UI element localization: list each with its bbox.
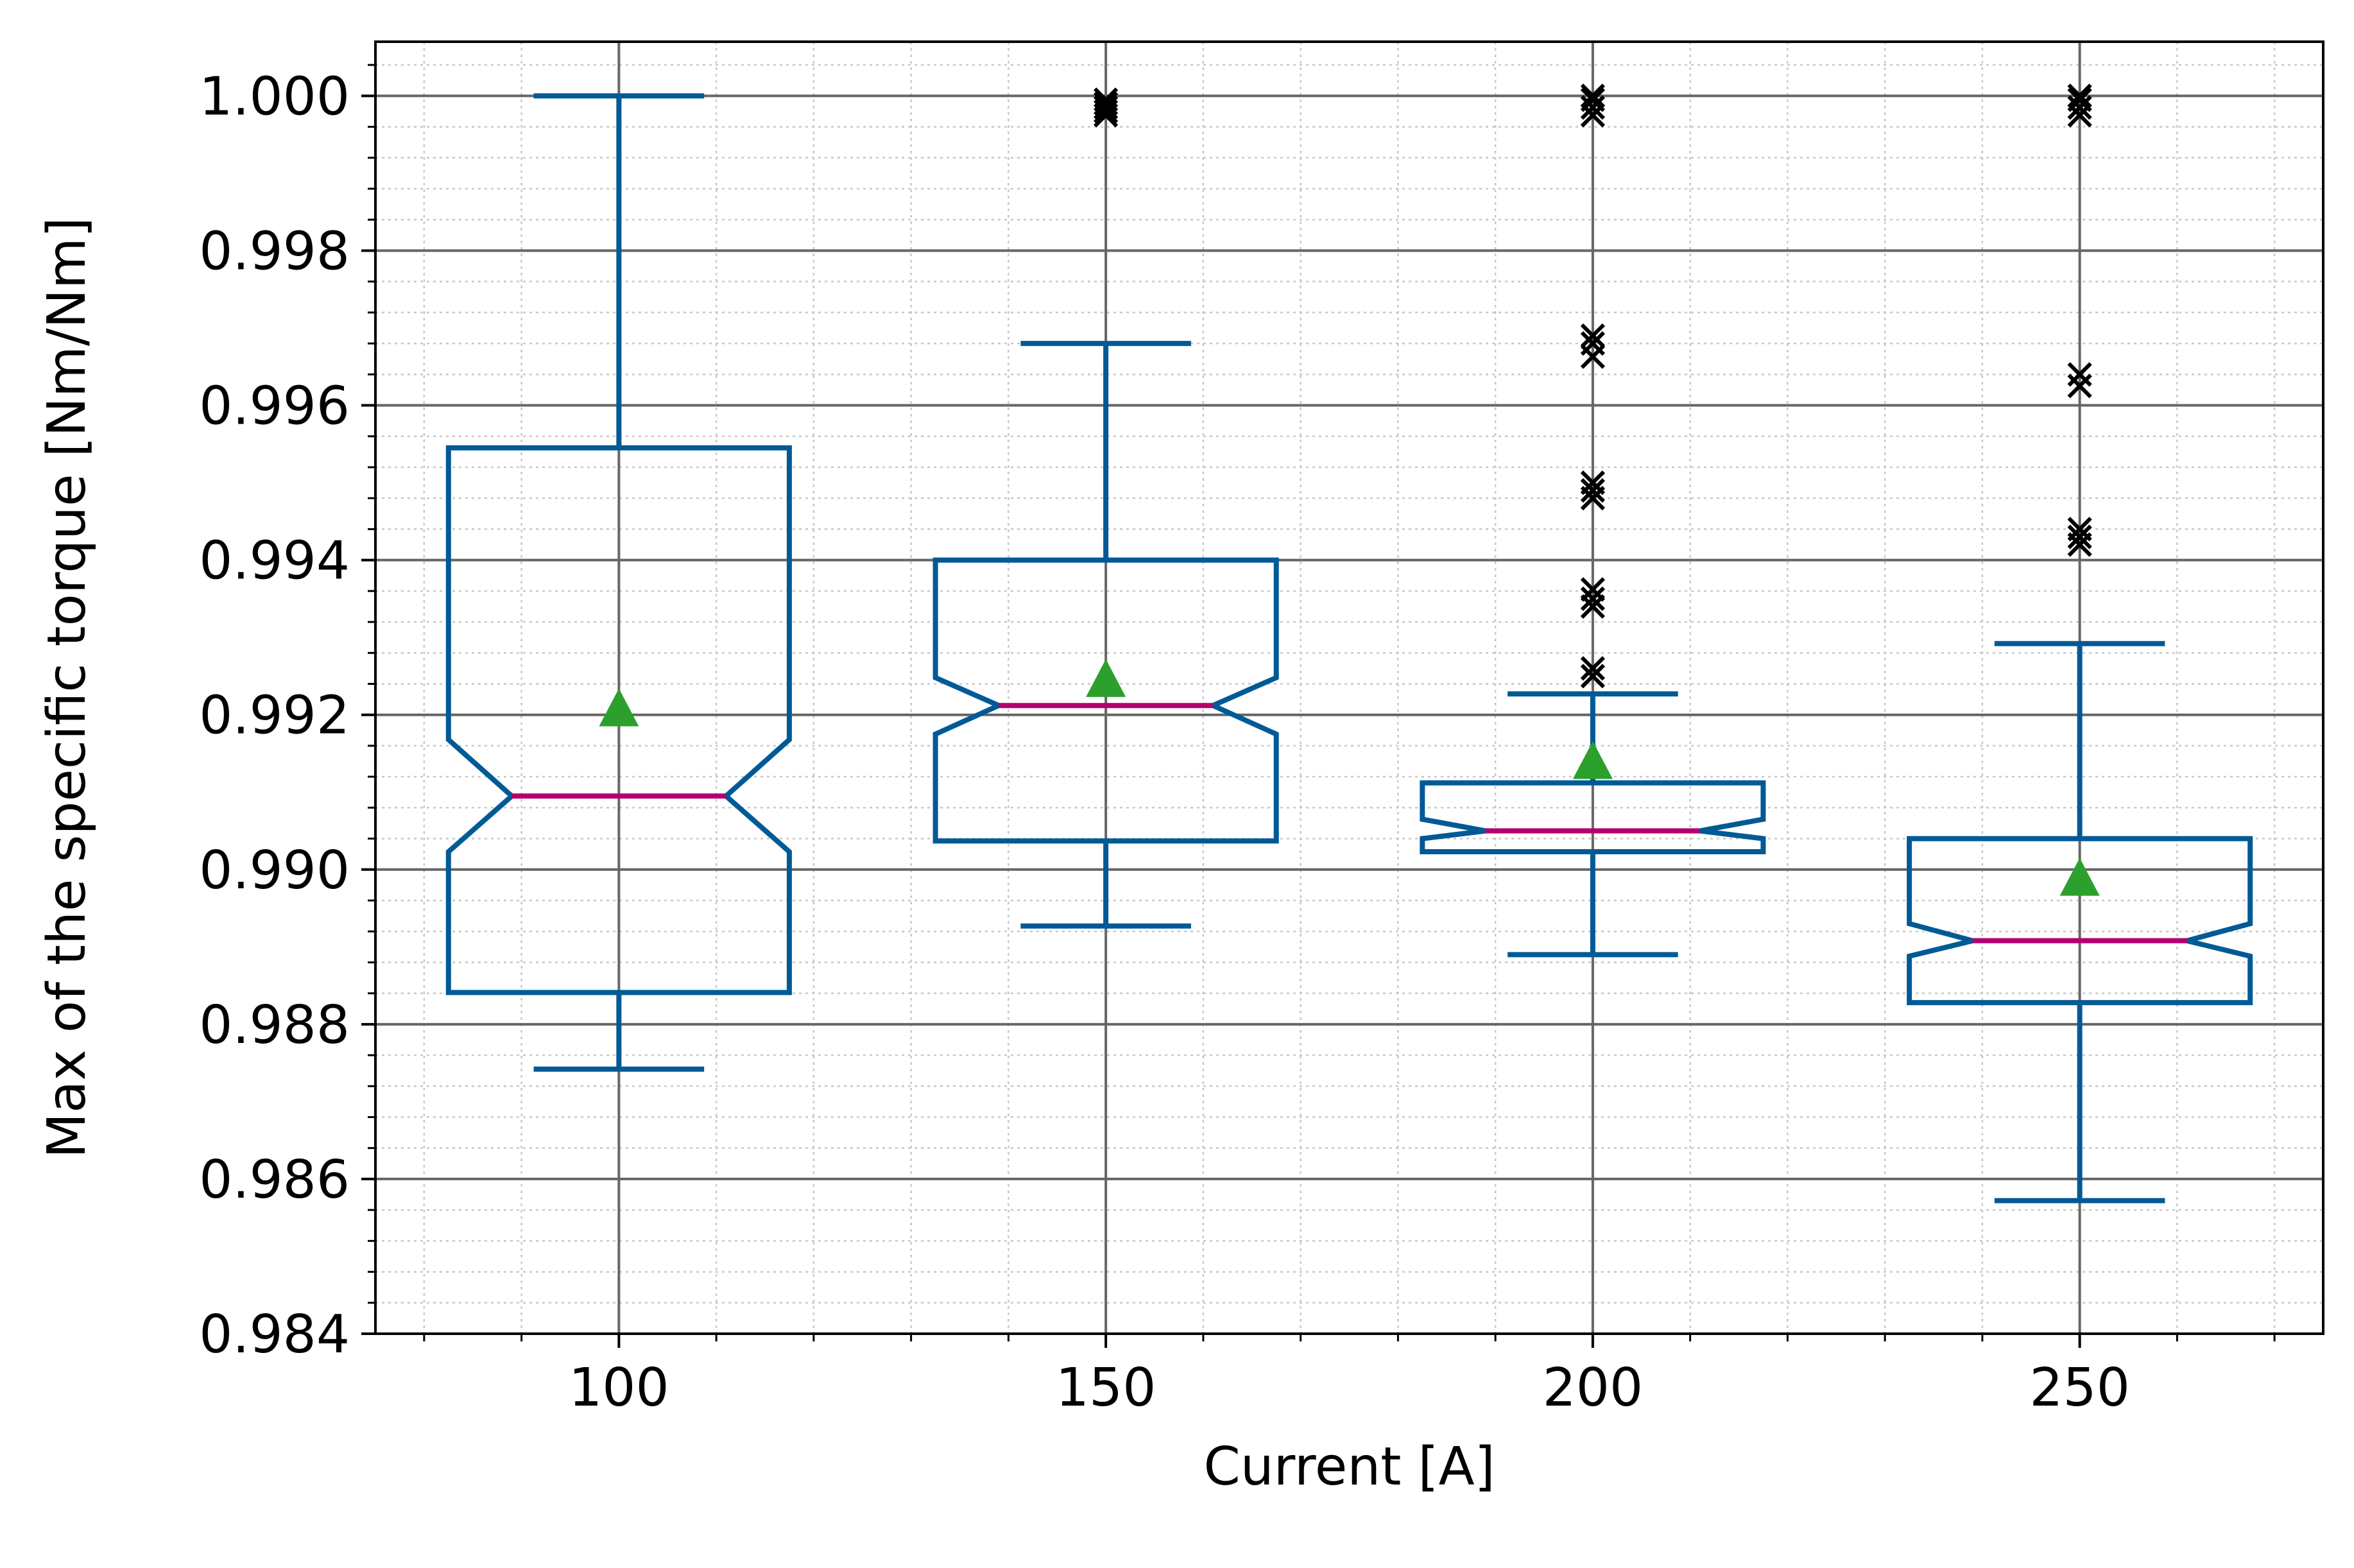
x-tick-label: 200 xyxy=(1543,1357,1644,1418)
y-tick-label: 0.992 xyxy=(199,685,350,746)
outlier-marker xyxy=(1094,95,1119,120)
boxes xyxy=(445,83,2253,1203)
outlier-marker xyxy=(1094,87,1119,112)
box-250 xyxy=(1907,83,2253,1203)
outlier-marker xyxy=(1094,99,1119,124)
outlier-marker xyxy=(1580,577,1606,602)
y-tick-label: 0.984 xyxy=(199,1304,350,1365)
x-tick-label: 100 xyxy=(569,1357,669,1418)
outlier-marker xyxy=(2067,95,2092,120)
outlier-marker xyxy=(2067,524,2092,549)
outlier-marker xyxy=(1094,91,1119,116)
mean-marker xyxy=(1086,659,1126,697)
y-tick-label: 0.986 xyxy=(199,1150,350,1210)
outlier-marker xyxy=(1580,87,1606,112)
outlier-marker xyxy=(1580,470,1606,495)
outlier-marker xyxy=(1580,95,1606,120)
outlier-marker xyxy=(1580,83,1606,108)
box-150 xyxy=(932,87,1279,929)
y-tick-label: 0.996 xyxy=(199,376,350,437)
outlier-marker xyxy=(1580,323,1606,349)
y-tick-label: 0.994 xyxy=(199,531,350,592)
notched-box xyxy=(932,557,1279,844)
y-tick-label: 0.990 xyxy=(199,840,350,901)
x-tick-label: 250 xyxy=(2029,1357,2130,1418)
y-tick-label: 0.998 xyxy=(199,221,350,282)
outlier-marker xyxy=(1580,478,1606,503)
outlier-marker xyxy=(2067,83,2092,108)
x-tick-labels: 100 150 200 250 xyxy=(569,1357,2130,1418)
outlier-marker xyxy=(2067,517,2092,542)
outlier-marker xyxy=(2067,87,2092,112)
notched-box xyxy=(1907,836,2253,1006)
outlier-marker xyxy=(1580,664,1606,689)
y-tick-labels: 0.984 0.986 0.988 0.990 0.992 0.994 0.996 0.998… xyxy=(199,66,350,1365)
mean-marker xyxy=(2059,857,2100,896)
mean-marker xyxy=(1572,741,1613,779)
x-tick-label: 150 xyxy=(1056,1357,1156,1418)
x-axis-label: Current [A] xyxy=(1203,1436,1495,1497)
y-axis-label: Max of the specific torque [Nm/Nm] xyxy=(37,217,98,1158)
y-tick-label: 0.988 xyxy=(199,995,350,1056)
outlier-marker xyxy=(1580,586,1606,612)
outlier-marker xyxy=(2067,374,2092,399)
box-100 xyxy=(445,93,792,1072)
outlier-marker xyxy=(2067,362,2092,387)
plot-frame xyxy=(374,40,2324,1335)
outlier-marker xyxy=(1580,656,1606,681)
mean-marker xyxy=(599,688,639,727)
notched-box xyxy=(1420,780,1766,854)
outlier-marker xyxy=(1580,331,1606,356)
notched-box xyxy=(445,445,792,995)
y-tick-label: 1.000 xyxy=(199,66,350,127)
box-200 xyxy=(1420,83,1766,958)
